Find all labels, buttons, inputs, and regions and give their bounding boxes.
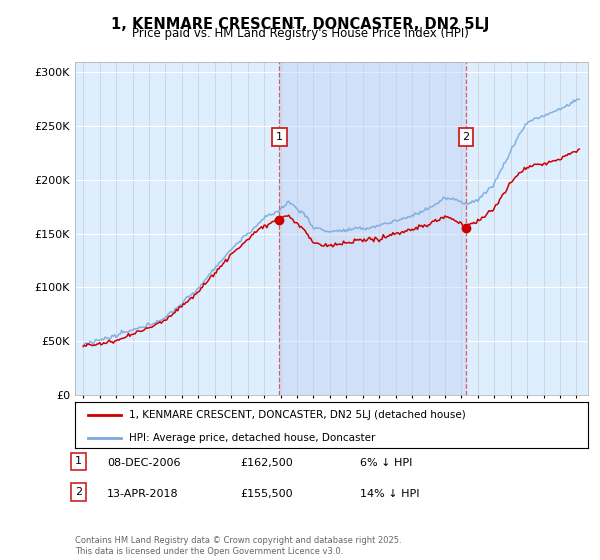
Text: 6% ↓ HPI: 6% ↓ HPI: [360, 458, 412, 468]
Text: £162,500: £162,500: [240, 458, 293, 468]
Text: 2: 2: [75, 487, 82, 497]
Bar: [279, 62, 466, 395]
Text: HPI: Average price, detached house, Doncaster: HPI: Average price, detached house, Donc…: [129, 433, 375, 443]
Text: 2: 2: [463, 132, 470, 142]
Text: 1: 1: [276, 132, 283, 142]
Text: Contains HM Land Registry data © Crown copyright and database right 2025.
This d: Contains HM Land Registry data © Crown c…: [75, 536, 401, 556]
Text: 08-DEC-2006: 08-DEC-2006: [107, 458, 181, 468]
Text: Price paid vs. HM Land Registry's House Price Index (HPI): Price paid vs. HM Land Registry's House …: [131, 27, 469, 40]
Text: 1, KENMARE CRESCENT, DONCASTER, DN2 5LJ: 1, KENMARE CRESCENT, DONCASTER, DN2 5LJ: [111, 17, 489, 32]
Text: 1, KENMARE CRESCENT, DONCASTER, DN2 5LJ (detached house): 1, KENMARE CRESCENT, DONCASTER, DN2 5LJ …: [129, 410, 466, 420]
Text: £155,500: £155,500: [240, 489, 293, 499]
Text: 14% ↓ HPI: 14% ↓ HPI: [360, 489, 419, 499]
Text: 13-APR-2018: 13-APR-2018: [107, 489, 178, 499]
Text: 1: 1: [75, 456, 82, 466]
